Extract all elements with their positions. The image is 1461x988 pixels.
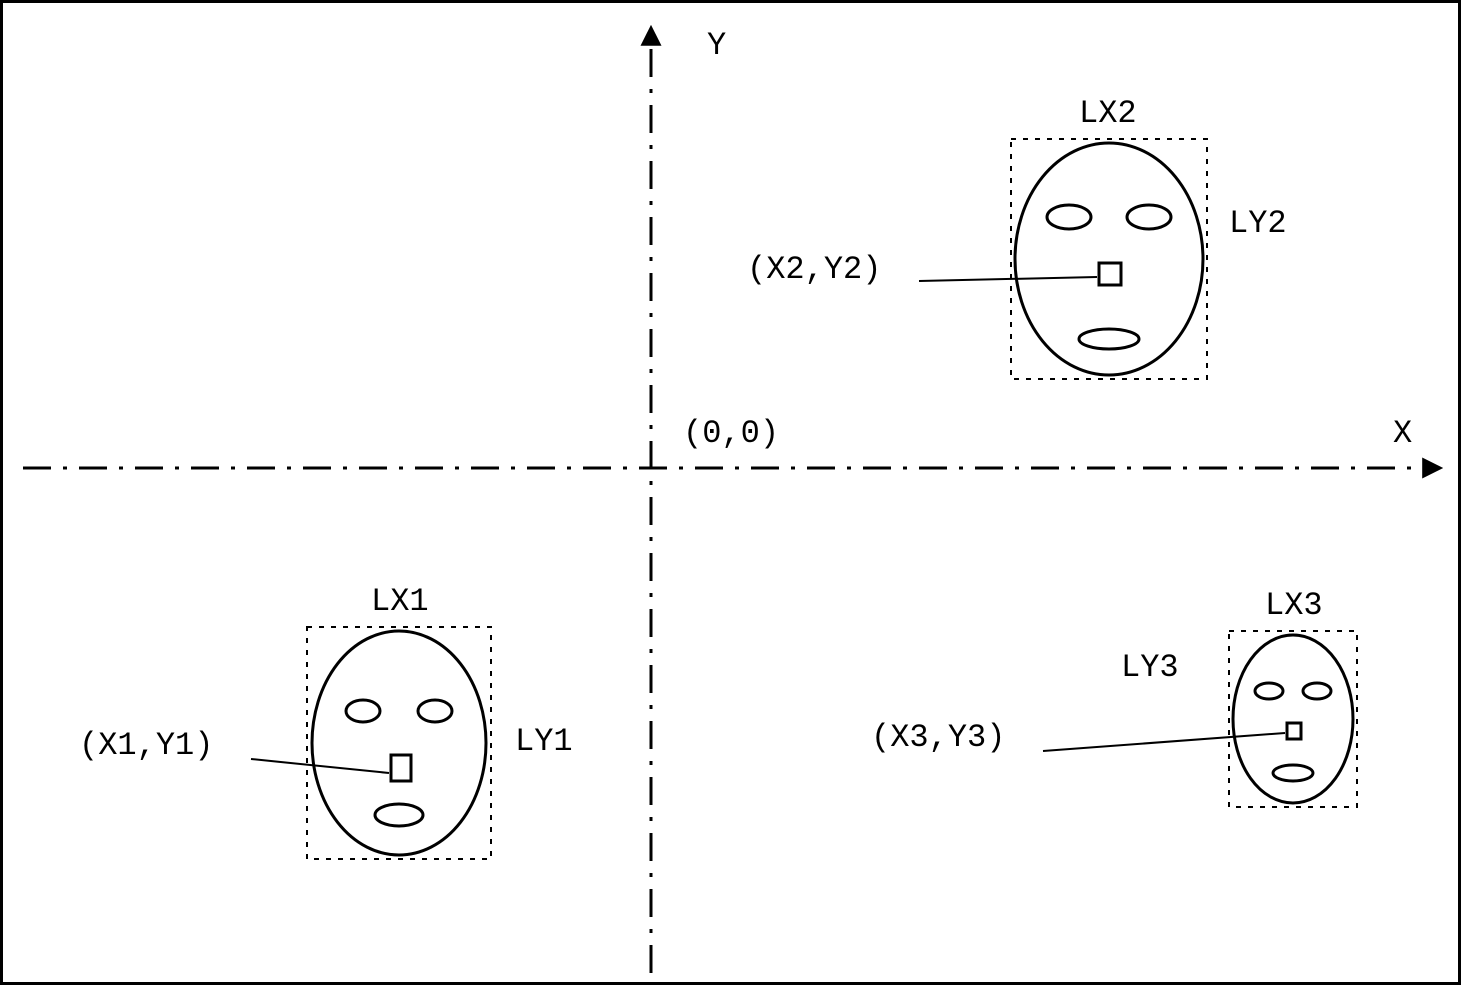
face1-eye-left	[346, 700, 380, 722]
face3-leader	[1043, 733, 1285, 751]
face1-coord-label: (X1,Y1)	[79, 727, 213, 764]
face1-mouth	[375, 804, 423, 826]
face2-ly-label: LY2	[1229, 205, 1287, 242]
face2-lx-label: LX2	[1079, 95, 1137, 132]
face2-coord-label: (X2,Y2)	[747, 251, 881, 288]
face1-ly-label: LY1	[515, 723, 573, 760]
x-axis-label: X	[1393, 415, 1412, 452]
face3	[1043, 631, 1357, 807]
face1-nose	[391, 755, 411, 781]
face2-outline	[1015, 143, 1203, 375]
face3-mouth	[1273, 765, 1313, 781]
face1	[251, 627, 491, 859]
face3-eye-right	[1303, 683, 1331, 699]
face1-leader	[251, 759, 389, 773]
diagram-canvas: X Y (0,0) LX1 LY1 (X1,Y1) LX2 LY2 (X2,Y2) LX3 LY3 (…	[0, 0, 1461, 985]
face1-eye-right	[418, 700, 452, 722]
face2-bbox	[1011, 139, 1207, 379]
face2-nose	[1099, 263, 1121, 285]
face2-leader	[919, 277, 1097, 281]
y-axis-label: Y	[707, 27, 726, 64]
face3-eye-left	[1255, 683, 1283, 699]
face2-eye-left	[1047, 205, 1091, 229]
face3-lx-label: LX3	[1265, 587, 1323, 624]
face1-bbox	[307, 627, 491, 859]
face3-ly-label: LY3	[1121, 649, 1179, 686]
diagram-svg	[3, 3, 1461, 988]
face1-lx-label: LX1	[371, 583, 429, 620]
face2	[919, 139, 1207, 379]
face2-mouth	[1079, 329, 1139, 349]
face2-eye-right	[1127, 205, 1171, 229]
face3-coord-label: (X3,Y3)	[871, 719, 1005, 756]
face1-outline	[312, 631, 486, 855]
origin-label: (0,0)	[683, 415, 779, 452]
face3-nose	[1287, 723, 1301, 739]
face3-outline	[1233, 635, 1353, 803]
